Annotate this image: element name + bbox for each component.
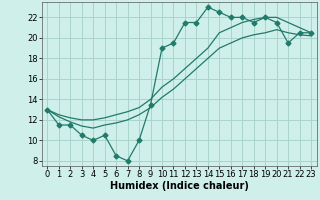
X-axis label: Humidex (Indice chaleur): Humidex (Indice chaleur) bbox=[110, 181, 249, 191]
